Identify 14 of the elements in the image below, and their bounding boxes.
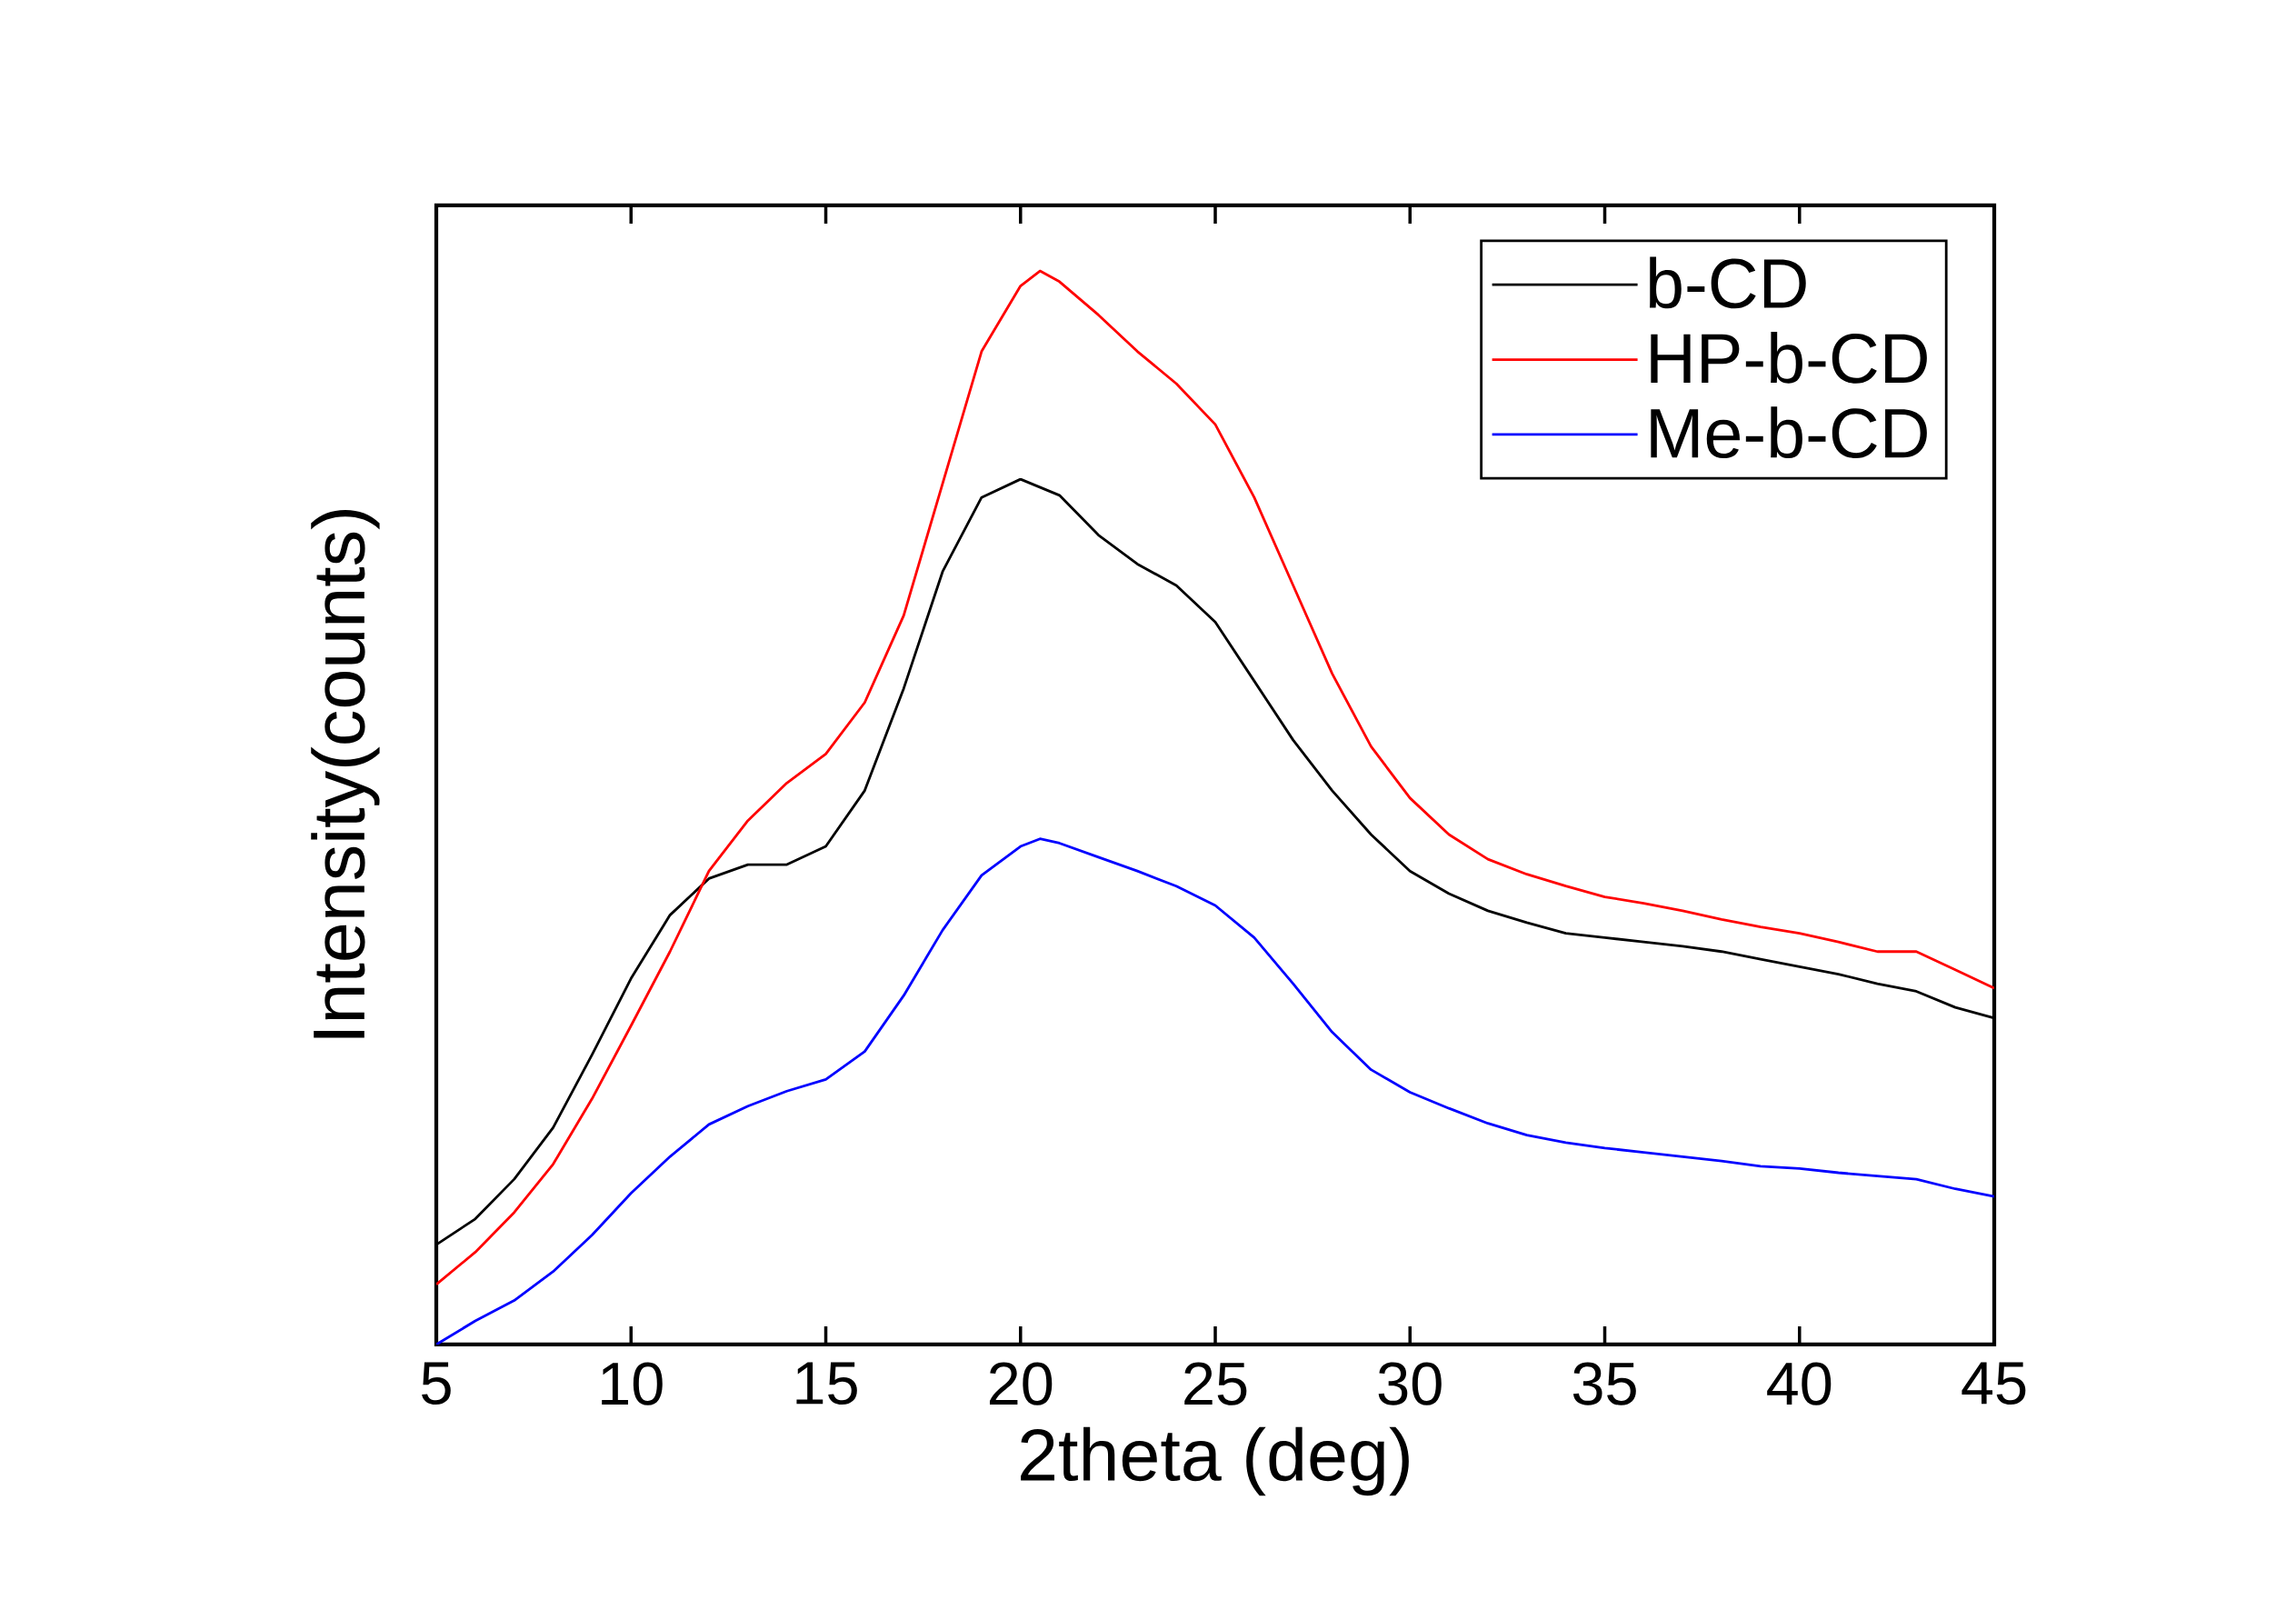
x-tick-label: 15 bbox=[796, 1362, 857, 1405]
x-tick-label: 20 bbox=[989, 1362, 1053, 1405]
y-axis-title: Intensity(counts) bbox=[311, 509, 380, 1038]
x-tick-label: 45 bbox=[1962, 1362, 2026, 1405]
legend-label: b-CD bbox=[1649, 256, 1806, 309]
x-tick-label: 40 bbox=[1767, 1362, 1832, 1405]
x-tick-label: 35 bbox=[1572, 1362, 1636, 1405]
x-tick-label: 30 bbox=[1378, 1362, 1442, 1405]
x-tick-label: 5 bbox=[422, 1362, 451, 1405]
x-axis-title: 2theta (deg) bbox=[1021, 1426, 1409, 1496]
legend-label: Me-b-CD bbox=[1651, 406, 1927, 459]
x-tick-label: 25 bbox=[1184, 1362, 1247, 1405]
x-tick-label: 10 bbox=[602, 1362, 663, 1405]
legend-label: HP-b-CD bbox=[1651, 331, 1927, 384]
